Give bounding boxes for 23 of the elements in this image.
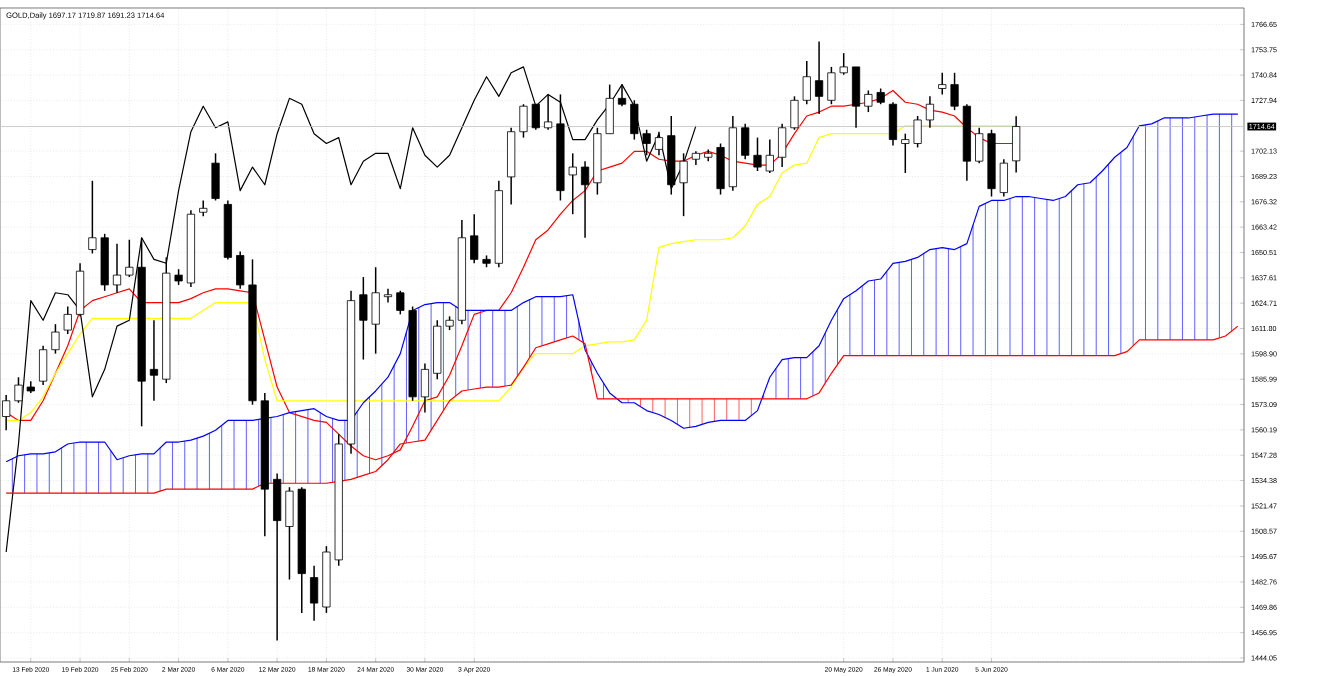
candlestick (888, 101, 898, 147)
candlestick (75, 262, 85, 318)
candlestick (420, 362, 430, 414)
candlestick (580, 160, 590, 239)
candlestick (925, 95, 935, 129)
candlestick (617, 83, 627, 107)
candlestick (39, 345, 48, 386)
candlestick (814, 40, 824, 115)
candlestick (1012, 115, 1021, 174)
candlestick (63, 305, 72, 335)
candlestick (851, 66, 861, 129)
candlestick (778, 123, 787, 168)
candlestick (654, 130, 664, 157)
candlestick (112, 242, 122, 294)
candlestick (51, 323, 60, 355)
candlestick (149, 319, 159, 402)
candlestick (309, 565, 319, 622)
candlestick (199, 199, 208, 217)
line-series (5, 66, 697, 553)
candlestick (273, 472, 282, 642)
candlestick (211, 152, 220, 202)
candlestick (383, 288, 393, 304)
candlestick (544, 93, 553, 131)
